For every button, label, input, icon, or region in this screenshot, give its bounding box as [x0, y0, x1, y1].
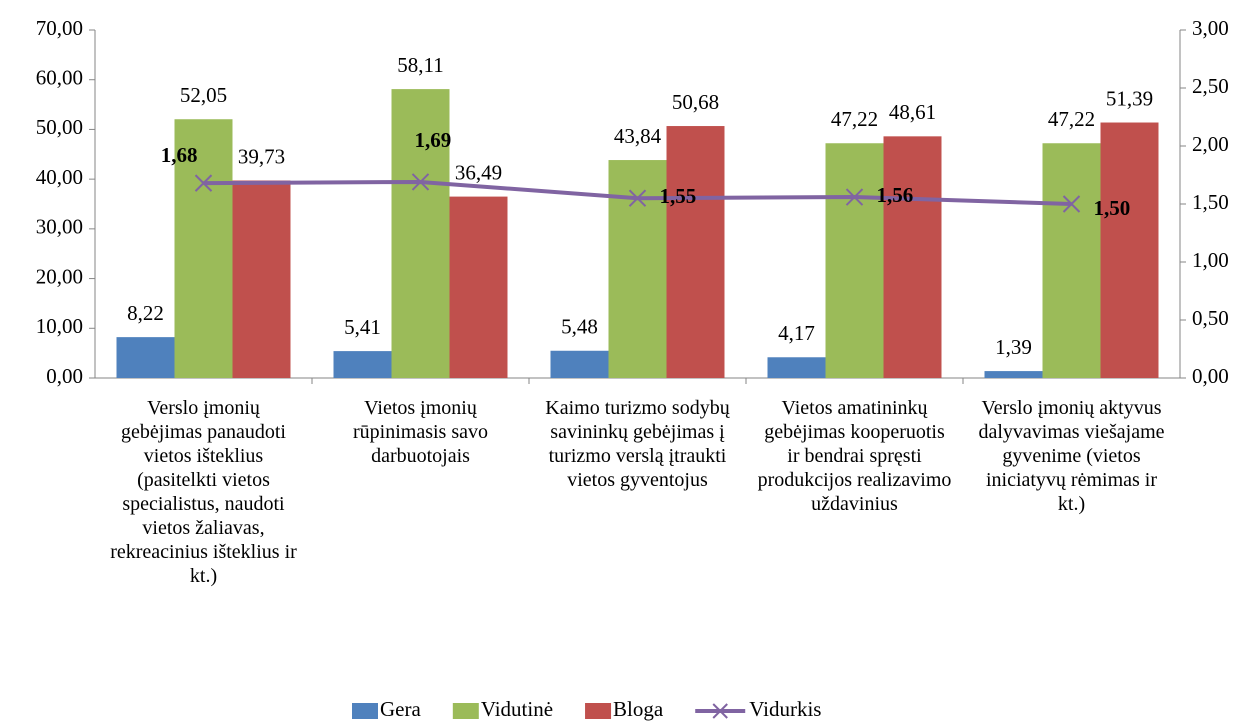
y-tick-label: 10,00 [36, 314, 83, 338]
x-tick-label: Kaimo turizmo sodybų savininkų gebėjimas… [545, 397, 730, 491]
bar-value-label: 50,68 [672, 90, 719, 114]
line-marker [845, 188, 864, 206]
bar [608, 160, 667, 378]
x-tick-label: Vietos įmonių rūpinimasis savo darbuotoj… [353, 397, 488, 467]
bar [333, 351, 392, 378]
bar-value-label: 5,41 [344, 315, 381, 339]
y-tick-label: 0,00 [46, 364, 83, 388]
line-marker [411, 173, 430, 191]
bar [116, 337, 175, 378]
bar-value-label: 47,22 [1048, 107, 1095, 131]
line-value-label: 1,69 [415, 128, 452, 152]
y2-tick-label: 2,50 [1192, 74, 1229, 98]
line-value-label: 1,68 [161, 143, 198, 167]
bar-value-label: 48,61 [889, 100, 936, 124]
bar [391, 89, 450, 378]
bar [666, 126, 725, 378]
bar-value-label: 8,22 [127, 301, 164, 325]
line-marker [628, 189, 647, 207]
bar [1042, 143, 1101, 378]
bar-value-label: 52,05 [180, 83, 227, 107]
legend-label: Bloga [613, 697, 664, 721]
bar [984, 371, 1043, 378]
bar [449, 196, 508, 378]
y2-tick-label: 1,00 [1192, 248, 1229, 272]
bar [767, 357, 826, 378]
bar [825, 143, 884, 378]
bar-value-label: 47,22 [831, 107, 878, 131]
x-tick-label: Verslo įmonių gebėjimas panaudoti vietos… [110, 397, 297, 587]
legend-label: Vidutinė [481, 697, 553, 721]
y-tick-label: 70,00 [36, 16, 83, 40]
legend-label: Gera [380, 697, 421, 721]
line-value-label: 1,50 [1094, 196, 1131, 220]
bar-value-label: 43,84 [614, 124, 662, 148]
bar-value-label: 36,49 [455, 160, 502, 184]
bar [550, 350, 609, 378]
legend-swatch [585, 703, 612, 719]
legend-swatch-marker [712, 703, 728, 719]
bar-value-label: 39,73 [238, 144, 285, 168]
bar-value-label: 58,11 [397, 53, 443, 77]
y2-tick-label: 2,00 [1192, 132, 1229, 156]
bar-value-label: 51,39 [1106, 86, 1153, 110]
y2-tick-label: 1,50 [1192, 190, 1229, 214]
line-value-label: 1,56 [877, 183, 914, 207]
y2-tick-label: 0,00 [1192, 364, 1229, 388]
bar-value-label: 1,39 [995, 335, 1032, 359]
y-tick-label: 60,00 [36, 66, 83, 90]
line-value-label: 1,55 [660, 184, 697, 208]
y-tick-label: 40,00 [36, 165, 83, 189]
y-tick-label: 20,00 [36, 264, 83, 288]
y-tick-label: 30,00 [36, 215, 83, 239]
legend-swatch [352, 703, 378, 719]
bar-value-label: 5,48 [561, 315, 598, 339]
legend-label: Vidurkis [749, 697, 821, 721]
bar-value-label: 4,17 [778, 321, 815, 345]
x-tick-label: Vietos amatininkų gebėjimas kooperuotis … [757, 397, 952, 515]
y2-tick-label: 0,50 [1192, 306, 1229, 330]
x-tick-label: Verslo įmonių aktyvus dalyvavimas viešaj… [978, 397, 1165, 515]
line-marker [1062, 195, 1081, 213]
line-marker [194, 174, 213, 192]
bar [232, 180, 291, 378]
legend-swatch [452, 703, 479, 719]
y2-tick-label: 3,00 [1192, 16, 1229, 40]
bar [174, 119, 233, 378]
bar [883, 136, 942, 378]
y-tick-label: 50,00 [36, 115, 83, 139]
bar [1100, 122, 1159, 379]
